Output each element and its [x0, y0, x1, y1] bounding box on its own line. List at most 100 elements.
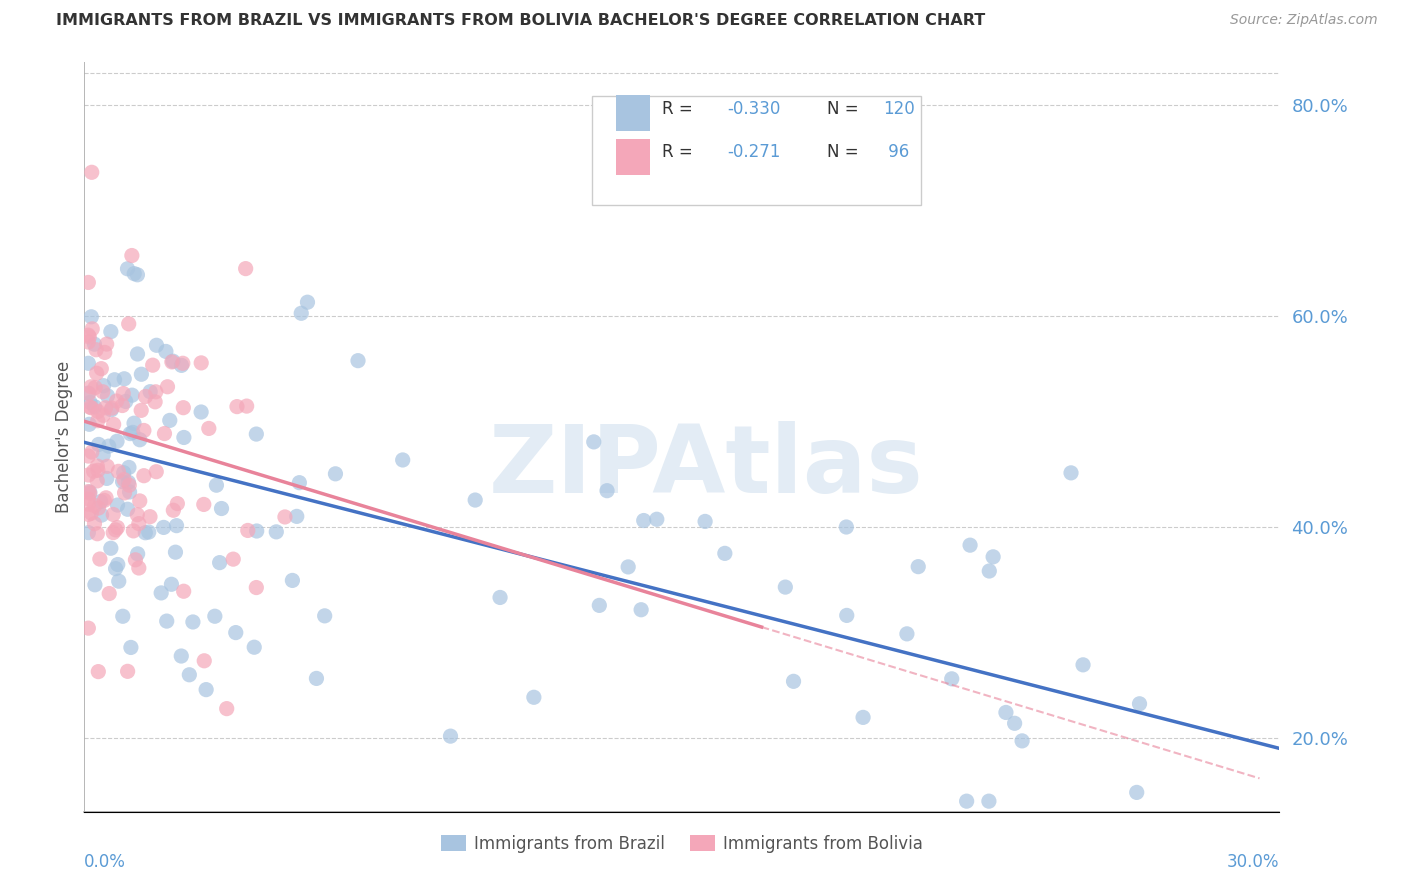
Point — [132, 424, 155, 438]
Point — [86, 474, 108, 488]
Point — [77, 621, 100, 635]
Point — [190, 405, 212, 419]
Point — [143, 394, 166, 409]
Point — [170, 648, 193, 663]
Point — [107, 520, 129, 534]
Point — [100, 325, 122, 339]
Point — [120, 640, 142, 655]
Point — [124, 553, 146, 567]
Point — [77, 386, 100, 401]
Point — [118, 478, 141, 492]
Point — [134, 525, 156, 540]
Point — [114, 394, 136, 409]
Point — [128, 433, 150, 447]
Text: 96: 96 — [883, 144, 908, 161]
Point — [325, 467, 347, 481]
Point — [122, 416, 145, 430]
Point — [112, 473, 135, 487]
Point — [290, 306, 312, 320]
Point — [80, 380, 103, 394]
Bar — [616, 139, 650, 175]
Point — [122, 524, 145, 538]
Point — [77, 386, 100, 401]
Point — [1125, 785, 1147, 799]
Point — [145, 338, 167, 352]
Point — [582, 434, 605, 449]
Text: 30.0%: 30.0% — [1227, 853, 1279, 871]
Point — [112, 386, 135, 401]
Point — [714, 546, 737, 560]
Point — [79, 330, 101, 344]
Point — [77, 417, 100, 432]
Point — [117, 502, 139, 516]
Point — [617, 560, 640, 574]
Point — [77, 334, 100, 349]
Point — [117, 475, 139, 490]
Point — [172, 401, 194, 415]
Point — [907, 559, 929, 574]
Point — [77, 468, 100, 483]
Point — [112, 372, 135, 386]
Point — [288, 475, 311, 490]
Point — [127, 508, 149, 522]
Point — [89, 552, 111, 566]
Point — [142, 358, 165, 372]
Point — [105, 434, 128, 449]
FancyBboxPatch shape — [592, 96, 921, 205]
Point — [305, 672, 328, 686]
Point — [82, 322, 104, 336]
Point — [464, 493, 486, 508]
Point — [107, 498, 129, 512]
Point — [80, 445, 103, 459]
Point — [160, 355, 183, 369]
Point — [86, 459, 108, 474]
Point — [170, 359, 193, 373]
Point — [127, 547, 149, 561]
Point — [91, 448, 114, 462]
Point — [114, 486, 136, 500]
Point — [131, 368, 153, 382]
Point — [693, 515, 716, 529]
Point — [87, 414, 110, 428]
Point — [128, 561, 150, 575]
Point — [128, 494, 150, 508]
Point — [588, 599, 610, 613]
Point — [117, 665, 139, 679]
Point — [630, 603, 652, 617]
Point — [91, 384, 114, 399]
Point — [285, 509, 308, 524]
Text: IMMIGRANTS FROM BRAZIL VS IMMIGRANTS FROM BOLIVIA BACHELOR'S DEGREE CORRELATION : IMMIGRANTS FROM BRAZIL VS IMMIGRANTS FRO… — [56, 13, 986, 29]
Point — [852, 710, 875, 724]
Text: N =: N = — [827, 100, 863, 118]
Point — [138, 524, 160, 539]
Point — [83, 516, 105, 531]
Point — [959, 538, 981, 552]
Point — [96, 459, 118, 474]
Point — [145, 465, 167, 479]
Point — [100, 541, 122, 556]
Point — [156, 614, 179, 628]
Point — [523, 690, 546, 705]
Point — [84, 380, 107, 394]
Point — [84, 578, 107, 592]
Point — [79, 485, 101, 500]
Y-axis label: Bachelor's Degree: Bachelor's Degree — [55, 361, 73, 513]
Point — [94, 401, 117, 415]
Point — [347, 353, 370, 368]
Point — [90, 494, 112, 508]
Point — [83, 337, 105, 351]
Point — [266, 524, 288, 539]
Point — [156, 380, 179, 394]
Point — [152, 520, 174, 534]
Point — [155, 344, 177, 359]
Point — [314, 608, 336, 623]
Point — [274, 510, 297, 524]
Point — [77, 328, 100, 343]
Point — [132, 468, 155, 483]
Point — [94, 491, 117, 505]
Point — [117, 261, 139, 276]
Point — [235, 399, 257, 413]
Point — [122, 267, 145, 281]
Point — [633, 514, 655, 528]
Point — [103, 373, 125, 387]
